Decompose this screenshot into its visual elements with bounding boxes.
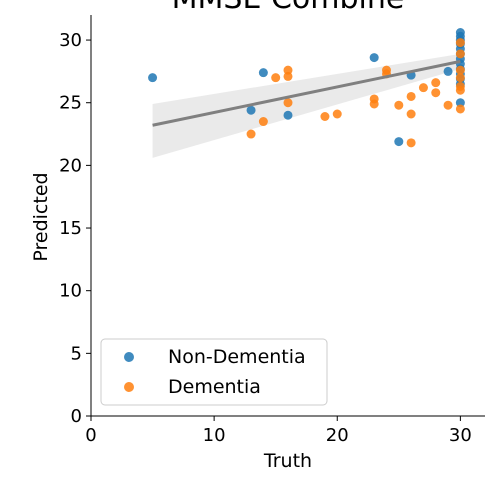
data-point bbox=[455, 85, 465, 95]
y-tick-label: 5 bbox=[71, 343, 82, 364]
y-tick-label: 10 bbox=[59, 281, 82, 302]
data-point bbox=[332, 109, 342, 119]
data-point bbox=[455, 104, 465, 114]
y-tick-label: 15 bbox=[59, 218, 82, 239]
data-point bbox=[283, 71, 293, 81]
data-point bbox=[406, 138, 416, 148]
data-point bbox=[394, 100, 404, 110]
data-point bbox=[406, 109, 416, 119]
y-tick-label: 30 bbox=[59, 30, 82, 51]
axis-ticks: 0 10 20 30 0 5 10 15 20 25 30 bbox=[59, 30, 472, 446]
legend-marker-non-dementia bbox=[124, 352, 134, 362]
data-point bbox=[431, 88, 441, 98]
y-axis-title: Predicted bbox=[30, 172, 52, 261]
data-point bbox=[283, 98, 293, 108]
data-point bbox=[369, 99, 379, 109]
data-point bbox=[455, 49, 465, 59]
y-tick-label: 20 bbox=[59, 155, 82, 176]
legend: Non-Dementia Dementia bbox=[100, 338, 328, 406]
data-point bbox=[320, 112, 330, 122]
data-point bbox=[258, 68, 268, 78]
legend-marker-dementia bbox=[124, 382, 134, 392]
data-point bbox=[246, 105, 256, 115]
data-point bbox=[455, 73, 465, 83]
data-point bbox=[418, 83, 428, 93]
data-point bbox=[283, 65, 293, 75]
regression-line bbox=[152, 59, 461, 127]
data-point bbox=[283, 110, 293, 120]
data-point bbox=[455, 38, 465, 48]
data-point bbox=[406, 91, 416, 101]
x-axis-title: Truth bbox=[263, 450, 312, 472]
plot-area bbox=[148, 28, 465, 158]
legend-box bbox=[100, 338, 328, 406]
x-tick-label: 0 bbox=[85, 425, 96, 446]
data-point bbox=[148, 73, 158, 83]
data-point bbox=[455, 98, 465, 108]
data-point bbox=[258, 117, 268, 127]
chart-title: MMSE Combine bbox=[172, 0, 405, 16]
data-point bbox=[394, 137, 404, 147]
x-tick-label: 30 bbox=[449, 425, 472, 446]
legend-label-non-dementia: Non-Dementia bbox=[168, 346, 306, 368]
confidence-band bbox=[152, 53, 461, 158]
y-tick-label: 0 bbox=[71, 406, 82, 427]
data-point bbox=[455, 65, 465, 75]
data-point bbox=[443, 100, 453, 110]
data-point bbox=[246, 129, 256, 139]
x-tick-label: 10 bbox=[203, 425, 226, 446]
data-point bbox=[443, 66, 453, 76]
x-tick-label: 20 bbox=[326, 425, 349, 446]
y-tick-label: 25 bbox=[59, 93, 82, 114]
data-point bbox=[271, 73, 281, 83]
data-point bbox=[369, 53, 379, 63]
legend-label-dementia: Dementia bbox=[168, 376, 261, 398]
data-point bbox=[431, 78, 441, 88]
